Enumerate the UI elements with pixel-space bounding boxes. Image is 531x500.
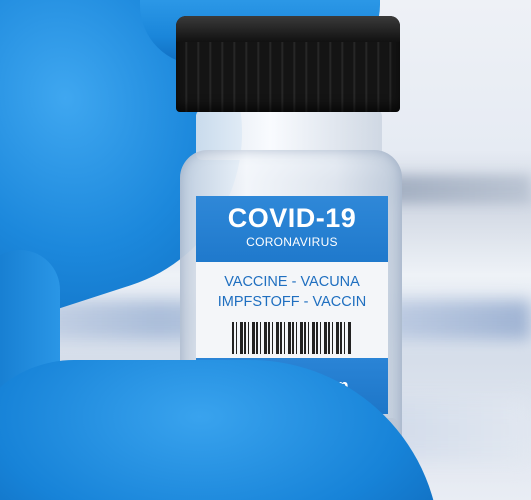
vial-cap-top bbox=[176, 16, 400, 42]
label-title: COVID-19 bbox=[227, 203, 357, 233]
label-line-1: VACCINE - VACUNA bbox=[224, 274, 360, 290]
label-line-2: IMPFSTOFF - VACCIN bbox=[217, 294, 367, 310]
label-header: COVID-19 CORONAVIRUS bbox=[196, 196, 388, 262]
label-subtitle: CORONAVIRUS bbox=[246, 235, 338, 249]
label-body: VACCINE - VACUNA IMPFSTOFF - VACCIN bbox=[196, 262, 388, 358]
barcode bbox=[232, 322, 352, 354]
